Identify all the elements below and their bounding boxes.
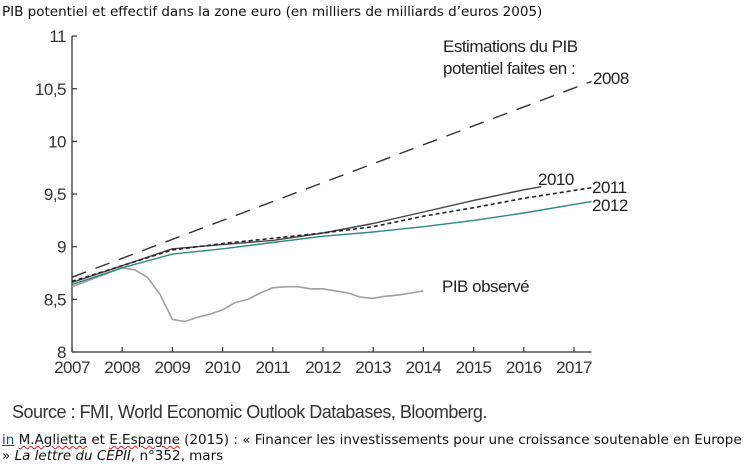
citation-author-2: E.Espagne: [109, 432, 180, 448]
citation-in-link[interactable]: in: [2, 432, 15, 448]
x-tick-label: 2012: [305, 358, 341, 377]
citation-author-1: M.Aglietta: [18, 432, 88, 448]
citation-issue: , n°352, mars: [130, 448, 224, 464]
annotation-line-2: potentiel faites en :: [443, 59, 575, 78]
labels-group: Estimations du PIB potentiel faites en : 2…: [442, 37, 629, 296]
citation: in M.Aglietta et E.Espagne (2015) : « Fi…: [2, 432, 742, 448]
x-tick-label: 2008: [104, 358, 140, 377]
y-tick-label: 11: [49, 27, 66, 46]
series-line-2012: [71, 200, 592, 286]
axes: 8 8,5 9 9,5 10 10,5 11 2007 2008 2009 2010 2011 2012…: [35, 27, 593, 377]
series-label: PIB observé: [442, 277, 529, 296]
citation-line-2: » La lettre du CEPII, n°352, mars: [2, 448, 223, 464]
x-tick-label: 2009: [154, 358, 190, 377]
citation-et: et: [87, 432, 110, 448]
y-tick-label: 8: [57, 343, 66, 362]
x-tick-label: 2015: [456, 358, 492, 377]
x-tick-label: 2007: [54, 358, 90, 377]
citation-quote-close: »: [2, 448, 15, 464]
series-line-2011: [71, 186, 592, 283]
x-tick-label: 2014: [405, 358, 441, 377]
y-tick-label: 10,5: [35, 80, 66, 99]
series-label: 2008: [593, 69, 629, 88]
source-note: Source : FMI, World Economic Outlook Dat…: [12, 402, 487, 422]
series-label: 2011: [592, 178, 627, 197]
y-tick-label: 10: [48, 132, 66, 151]
y-tick-label: 9,5: [44, 185, 66, 204]
citation-journal: La lettre du CEPII: [14, 448, 131, 464]
y-tick-label: 8,5: [44, 290, 66, 309]
series-line-pib-observe: [71, 266, 424, 323]
series-label: 2010: [538, 170, 574, 189]
x-tick-label: 2013: [355, 358, 391, 377]
x-tick-label: 2010: [205, 358, 241, 377]
chart-title: PIB potentiel et effectif dans la zone e…: [2, 4, 543, 20]
annotation-line-1: Estimations du PIB: [443, 37, 578, 56]
x-tick-label: 2011: [256, 358, 291, 377]
series-group: [71, 80, 592, 323]
series-line-2008: [71, 80, 592, 278]
x-tick-label: 2017: [556, 358, 592, 377]
y-tick-label: 9: [57, 238, 66, 257]
x-tick-label: 2016: [506, 358, 542, 377]
citation-rest: (2015) : « Financer les investissements …: [179, 432, 742, 448]
series-label: 2012: [592, 196, 628, 215]
